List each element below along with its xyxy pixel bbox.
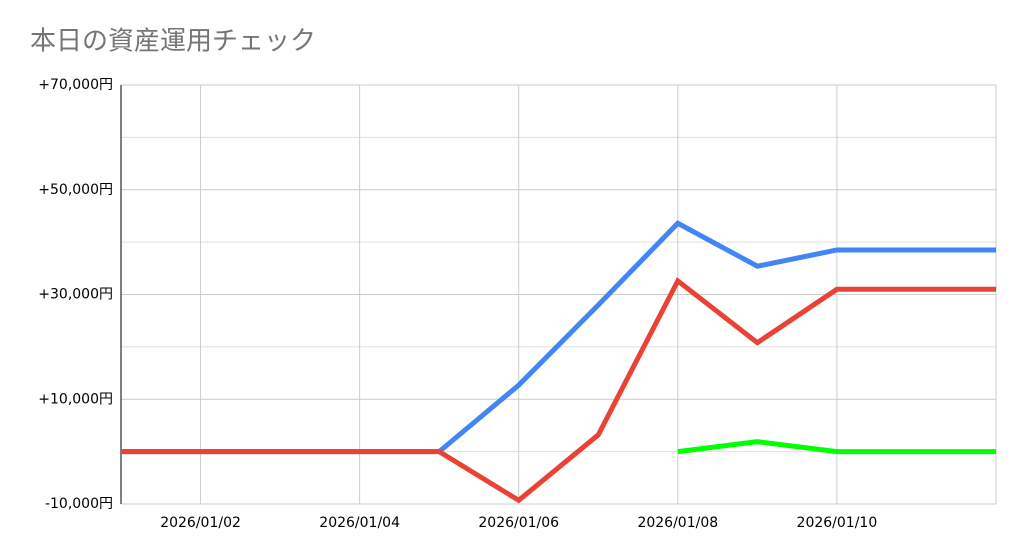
x-tick-label: 2026/01/04 bbox=[319, 515, 400, 531]
series-line bbox=[121, 220, 996, 455]
series-line bbox=[677, 439, 996, 455]
chart-title: 本日の資産運用チェック bbox=[30, 27, 316, 57]
y-tick-label: +30,000円 bbox=[38, 287, 113, 303]
series-line bbox=[121, 277, 996, 504]
x-tick-label: 2026/01/02 bbox=[160, 515, 241, 531]
x-tick-label: 2026/01/06 bbox=[478, 515, 559, 531]
y-tick-label: +50,000円 bbox=[38, 182, 113, 198]
x-tick-label: 2026/01/10 bbox=[797, 515, 878, 531]
y-tick-label: +70,000円 bbox=[38, 77, 113, 93]
y-tick-label: +10,000円 bbox=[38, 391, 113, 407]
y-tick-label: -10,000円 bbox=[45, 496, 113, 512]
x-tick-label: 2026/01/08 bbox=[637, 515, 718, 531]
